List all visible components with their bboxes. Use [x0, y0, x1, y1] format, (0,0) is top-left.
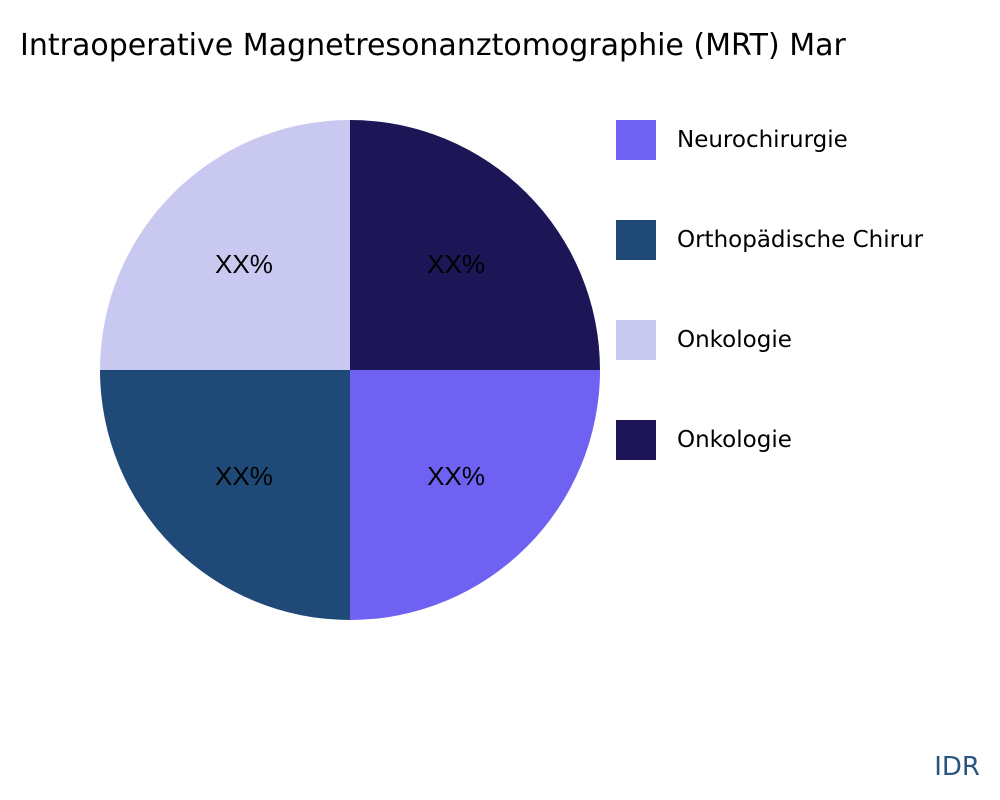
slice-data-label: XX%: [215, 249, 273, 279]
legend-label: Onkologie: [677, 327, 792, 353]
legend-swatch: [616, 220, 656, 260]
legend-swatch: [616, 120, 656, 160]
legend-item[interactable]: Orthopädische Chirur: [616, 220, 923, 260]
legend-item[interactable]: Neurochirurgie: [616, 120, 848, 160]
legend-label: Neurochirurgie: [677, 127, 848, 153]
pie-slice[interactable]: [100, 120, 350, 370]
slice-data-label: XX%: [427, 249, 485, 279]
pie-slice[interactable]: [350, 370, 600, 620]
legend-swatch: [616, 420, 656, 460]
watermark-logo: IDR: [934, 752, 980, 782]
legend-label: Onkologie: [677, 427, 792, 453]
slice-data-label: XX%: [215, 461, 273, 491]
slice-data-label: XX%: [427, 461, 485, 491]
legend-label: Orthopädische Chirur: [677, 227, 924, 253]
pie-slice[interactable]: [100, 370, 350, 620]
pie-slice[interactable]: [350, 120, 600, 370]
legend-swatch: [616, 320, 656, 360]
chart-title: Intraoperative Magnetresonanztomographie…: [20, 28, 846, 63]
legend-item[interactable]: Onkologie: [616, 320, 792, 360]
legend-item[interactable]: Onkologie: [616, 420, 792, 460]
